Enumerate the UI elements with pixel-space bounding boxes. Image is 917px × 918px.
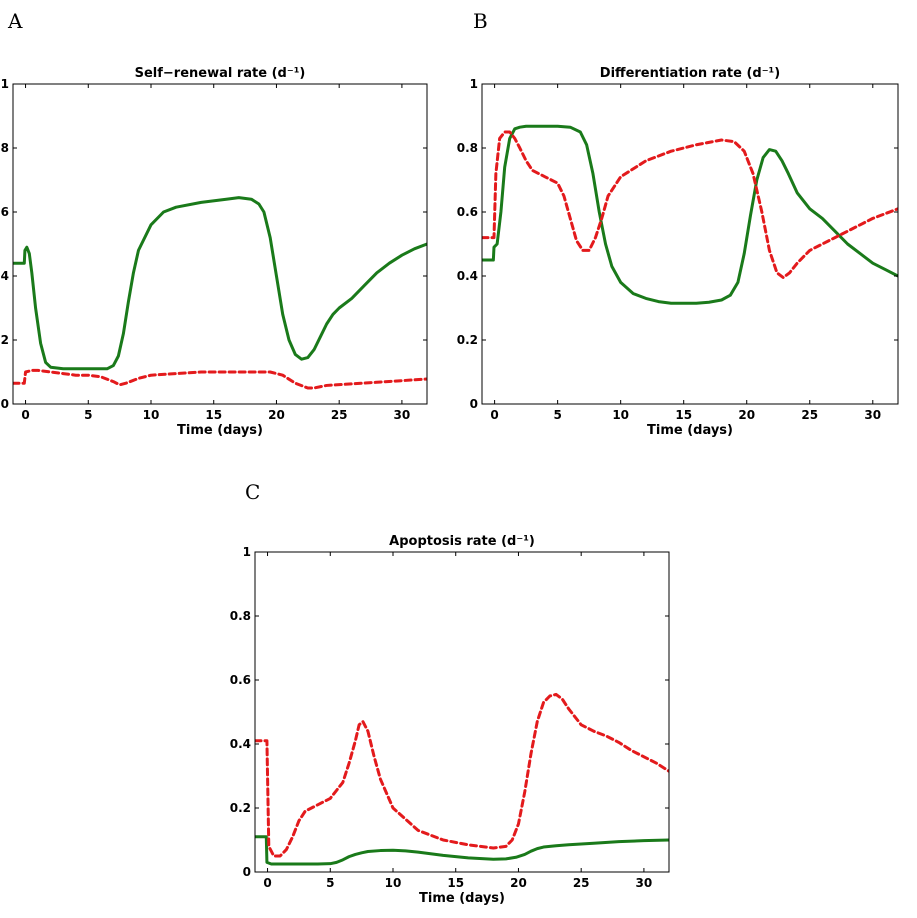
x-tick-label: 25: [573, 876, 590, 890]
plot-frame: [481, 83, 899, 405]
x-tick-label: 5: [84, 408, 92, 422]
x-tick-label: 20: [268, 408, 285, 422]
series-line-solid: [255, 835, 669, 866]
x-tick-label: 20: [738, 408, 755, 422]
y-tick-label: 0.8: [0, 141, 9, 155]
y-tick-label: 0.8: [457, 141, 478, 155]
x-tick-label: 15: [205, 408, 222, 422]
series-line-dashed: [13, 368, 427, 390]
x-tick-label: 30: [636, 876, 653, 890]
y-tick-label: 0.6: [230, 673, 251, 687]
chart-title: Apoptosis rate (d⁻¹): [389, 534, 535, 549]
x-tick-label: 30: [394, 408, 411, 422]
x-tick-label: 20: [510, 876, 527, 890]
plot-frame: [12, 83, 428, 405]
x-tick-label: 25: [331, 408, 348, 422]
chart-panel-c: C Apoptosis rate (d⁻¹) 0 5 10 15 20 25 30 0 0.2 0.4…: [230, 480, 670, 906]
panel-letter: B: [473, 9, 488, 33]
y-tick-label: 0: [1, 397, 9, 411]
y-tick-label: 1: [1, 77, 9, 91]
y-tick-label: 0.2: [230, 801, 251, 815]
y-tick-label: 0.4: [457, 269, 478, 283]
plot-frame: [254, 551, 670, 873]
x-axis-label: Time (days): [177, 423, 263, 438]
panel-letter: C: [245, 480, 260, 504]
x-tick-label: 15: [447, 876, 464, 890]
x-axis-label: Time (days): [419, 891, 505, 906]
series-line-dashed: [482, 130, 898, 280]
x-tick-label: 5: [326, 876, 334, 890]
panel-letter: A: [7, 9, 23, 33]
y-tick-label: 0: [470, 397, 478, 411]
y-tick-label: 0.8: [230, 609, 251, 623]
y-tick-label: 0.6: [457, 205, 478, 219]
y-tick-label: 0.2: [0, 333, 9, 347]
y-tick-label: 1: [470, 77, 478, 91]
y-tick-label: 0.4: [0, 269, 9, 283]
series-line-dashed: [255, 692, 669, 858]
x-tick-label: 15: [675, 408, 692, 422]
x-tick-label: 10: [612, 408, 629, 422]
x-tick-label: 5: [553, 408, 561, 422]
chart-panel-a: A Self−renewal rate (d⁻¹) 0 5 10 15 20 25 30 0 0.2…: [0, 9, 428, 438]
y-tick-label: 0: [243, 865, 251, 879]
x-tick-label: 0: [21, 408, 29, 422]
y-tick-label: 0.6: [0, 205, 9, 219]
x-tick-label: 10: [143, 408, 160, 422]
y-tick-label: 0.2: [457, 333, 478, 347]
x-tick-label: 0: [490, 408, 498, 422]
x-tick-label: 30: [864, 408, 881, 422]
x-tick-label: 25: [801, 408, 818, 422]
x-axis-label: Time (days): [647, 423, 733, 438]
x-tick-label: 10: [385, 876, 402, 890]
series-line-solid: [13, 196, 427, 371]
chart-title: Differentiation rate (d⁻¹): [600, 66, 780, 81]
x-tick-label: 0: [263, 876, 271, 890]
y-tick-label: 1: [243, 545, 251, 559]
y-tick-label: 0.4: [230, 737, 251, 751]
series-line-solid: [482, 124, 898, 305]
chart-title: Self−renewal rate (d⁻¹): [135, 66, 306, 81]
